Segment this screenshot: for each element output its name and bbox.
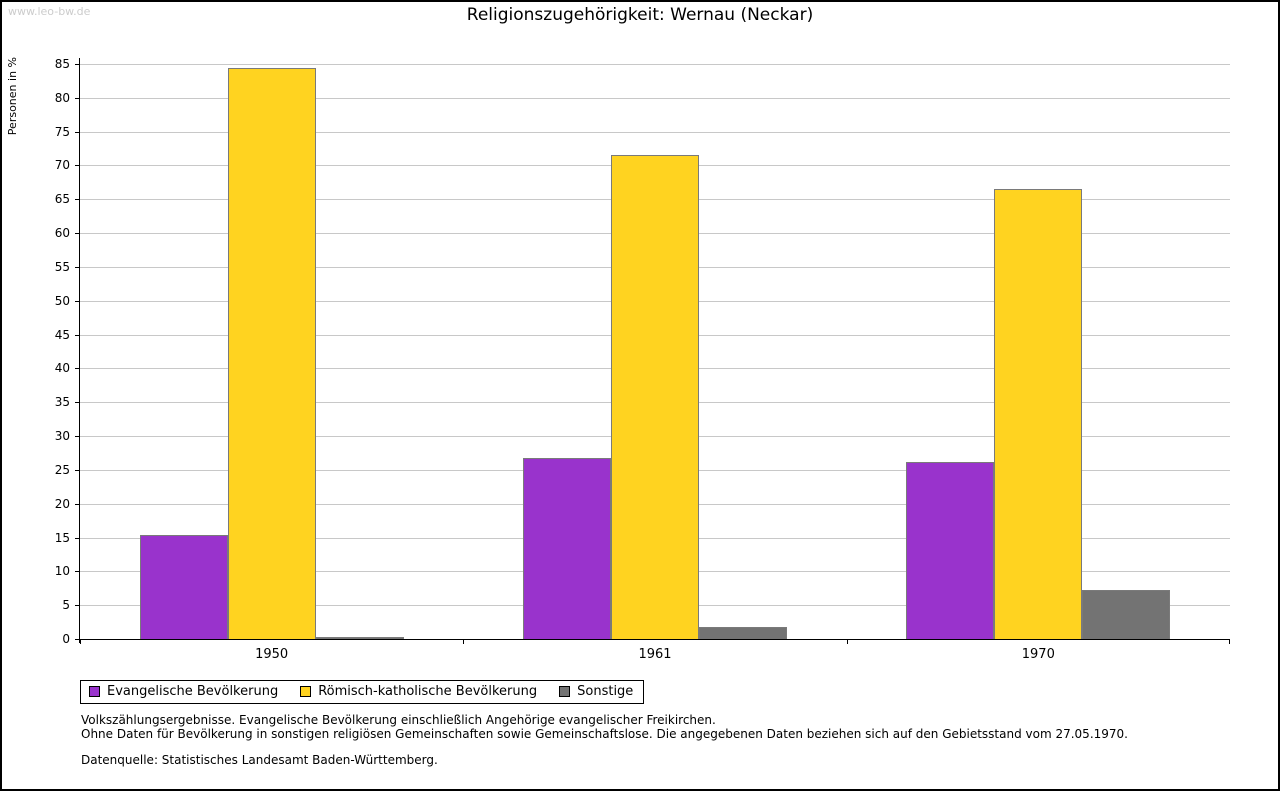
y-tick-label: 50 [54, 294, 70, 308]
legend-item: Evangelische Bevölkerung [89, 684, 278, 699]
y-tick-label: 25 [54, 463, 70, 477]
footnotes: Volkszählungsergebnisse. Evangelische Be… [81, 713, 1128, 767]
bar [699, 627, 787, 639]
bar [315, 637, 404, 639]
y-tick-label: 65 [54, 192, 70, 206]
bar [994, 189, 1083, 639]
bar [611, 155, 699, 639]
legend-label: Sonstige [577, 684, 634, 699]
y-tick-mark [75, 335, 79, 336]
bar [523, 458, 611, 639]
x-tick-mark [463, 640, 464, 644]
x-axis-line [79, 639, 1230, 640]
legend-swatch [89, 686, 100, 697]
y-tick-label: 20 [54, 497, 70, 511]
y-tick-mark [75, 301, 79, 302]
y-tick-mark [75, 504, 79, 505]
bar [1082, 590, 1171, 639]
y-tick-mark [75, 132, 79, 133]
gridline [80, 98, 1230, 99]
y-tick-mark [75, 639, 79, 640]
y-tick-label: 60 [54, 226, 70, 240]
bar [227, 68, 316, 639]
gridline [80, 64, 1230, 65]
bar [906, 462, 995, 639]
y-tick-mark [75, 233, 79, 234]
y-tick-label: 35 [54, 395, 70, 409]
y-tick-mark [75, 199, 79, 200]
y-tick-label: 45 [54, 328, 70, 342]
footnote-line: Datenquelle: Statistisches Landesamt Bad… [81, 753, 438, 767]
gridline [80, 132, 1230, 133]
plot-area: 0 5 10 15 20 25 30 35 40 45 50 55 60 65 70 75 80 85 1950 1… [55, 57, 1230, 662]
y-tick-mark [75, 571, 79, 572]
y-tick-mark [75, 436, 79, 437]
y-tick-mark [75, 605, 79, 606]
y-tick-mark [75, 470, 79, 471]
legend-swatch [559, 686, 571, 697]
y-tick-mark [75, 267, 79, 268]
y-tick-label: 75 [54, 125, 70, 139]
y-tick-label: 15 [54, 531, 70, 545]
legend-label: Evangelische Bevölkerung [107, 684, 279, 699]
x-tick-mark [847, 640, 848, 644]
y-axis-line [79, 58, 80, 643]
x-axis-label: 1950 [255, 647, 289, 662]
legend: Evangelische Bevölkerung Römisch-katholis… [80, 680, 645, 704]
y-tick-label: 80 [54, 91, 70, 105]
x-axis-label: 1970 [1021, 647, 1055, 662]
legend-swatch [300, 686, 312, 697]
bar [139, 535, 228, 639]
legend-item: Sonstige [559, 684, 633, 699]
y-tick-mark [75, 368, 79, 369]
y-tick-mark [75, 538, 79, 539]
legend-label: Römisch-katholische Bevölkerung [318, 684, 538, 699]
footnote-line: Volkszählungsergebnisse. Evangelische Be… [81, 713, 716, 727]
y-tick-label: 10 [54, 564, 70, 578]
y-tick-label: 30 [54, 429, 70, 443]
y-tick-mark [75, 64, 79, 65]
x-tick-mark [1229, 640, 1230, 644]
y-tick-label: 55 [54, 260, 70, 274]
legend-item: Römisch-katholische Bevölkerung [300, 684, 537, 699]
y-tick-mark [75, 402, 79, 403]
y-tick-label: 85 [54, 57, 70, 71]
y-tick-label: 70 [54, 158, 70, 172]
chart-title: Religionszugehörigkeit: Wernau (Neckar) [466, 5, 814, 25]
y-tick-label: 40 [54, 361, 70, 375]
footnote-line: Ohne Daten für Bevölkerung in sonstigen … [81, 727, 1128, 741]
x-tick-mark [80, 640, 81, 644]
watermark: www.leo-bw.de [8, 5, 91, 18]
y-tick-mark [75, 165, 79, 166]
y-tick-label: 5 [62, 598, 70, 612]
y-axis-title: Personen in % [6, 57, 19, 136]
y-tick-label: 0 [62, 632, 70, 646]
x-axis-label: 1961 [638, 647, 672, 662]
y-tick-mark [75, 98, 79, 99]
